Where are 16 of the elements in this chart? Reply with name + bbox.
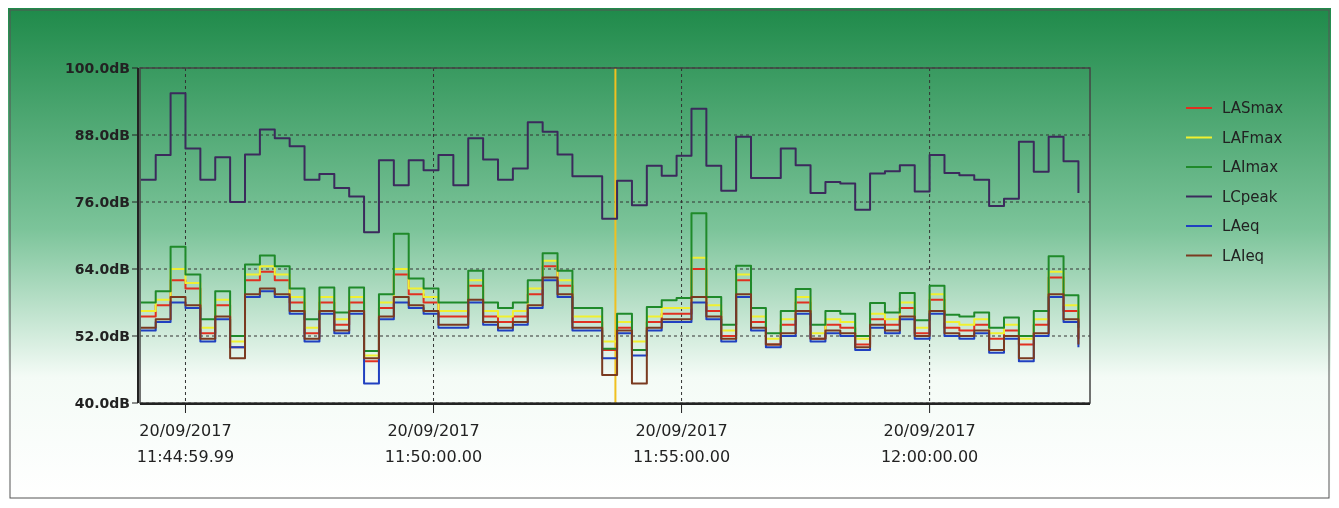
legend-label: LASmax	[1222, 99, 1284, 118]
x-tick-label: 20/09/2017 11:55:00.00	[632, 421, 731, 466]
legend-label: LAeq	[1222, 217, 1260, 236]
y-tick-label: 40.0dB	[74, 394, 130, 411]
legend-label: LCpeak	[1222, 187, 1278, 206]
y-tick-label: 52.0dB	[74, 327, 130, 344]
legend-label: LAIeq	[1222, 246, 1265, 265]
x-tick-label: 20/09/2017 12:00:00.00	[880, 421, 979, 466]
y-tick-label: 100.0dB	[65, 59, 130, 76]
x-tick-label: 20/09/2017 11:50:00.00	[384, 421, 483, 466]
y-tick-label: 88.0dB	[74, 126, 130, 143]
x-tick-label: 20/09/2017 11:44:59.99	[136, 421, 235, 466]
y-tick-label: 64.0dB	[74, 260, 130, 277]
y-tick-label: 76.0dB	[74, 193, 130, 210]
legend-label: LAFmax	[1222, 128, 1283, 147]
legend-label: LAImax	[1222, 158, 1279, 177]
